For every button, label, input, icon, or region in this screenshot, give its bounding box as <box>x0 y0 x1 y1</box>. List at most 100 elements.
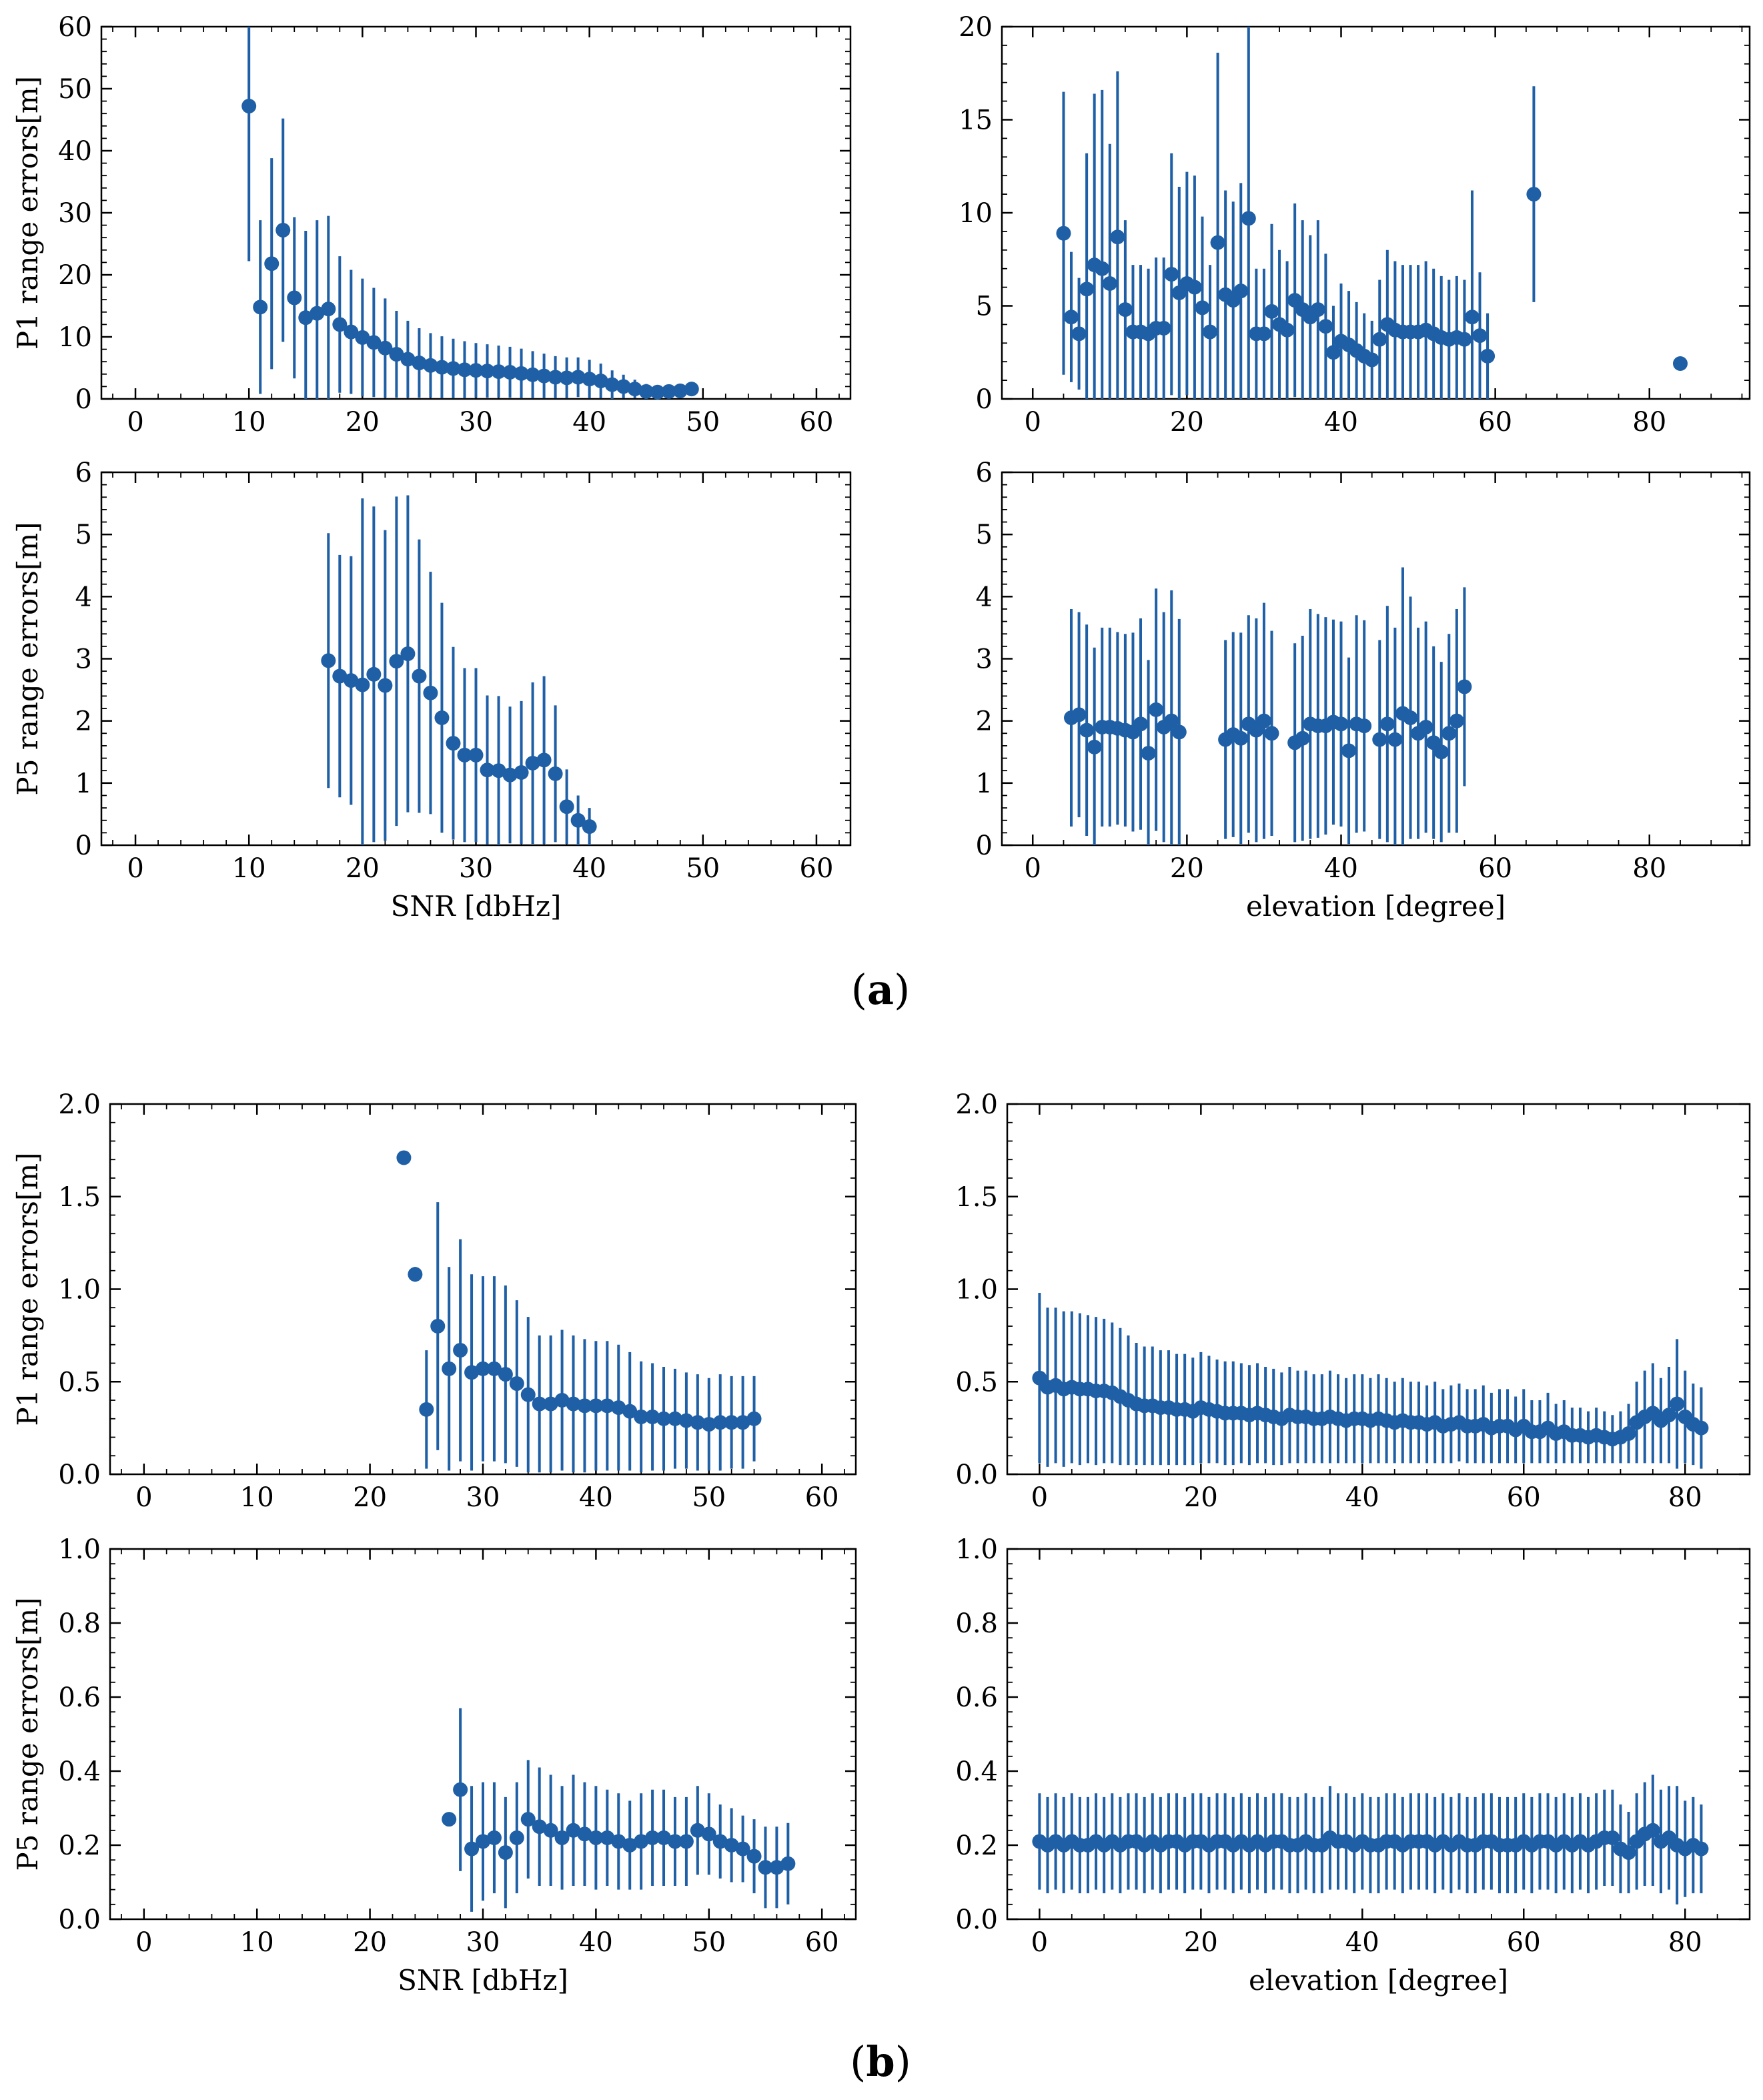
x-tick-label: 10 <box>240 1927 274 1958</box>
data-point <box>1449 713 1464 728</box>
data-point <box>1418 719 1433 734</box>
y-tick-label: 0.6 <box>58 1682 101 1713</box>
data-point <box>554 1830 570 1845</box>
data-point <box>502 365 518 380</box>
data-point <box>480 762 495 778</box>
data-point <box>332 317 348 332</box>
plot-frame <box>1006 1548 1751 1921</box>
data-point <box>1256 326 1271 342</box>
data-point <box>1264 726 1279 741</box>
data-point <box>1210 235 1225 250</box>
x-tick-label: 0 <box>1031 1482 1048 1513</box>
y-tick-label: 1.0 <box>58 1534 101 1565</box>
data-point <box>412 356 427 371</box>
data-point <box>434 360 450 375</box>
data-point <box>514 764 529 780</box>
data-point <box>712 1415 728 1430</box>
data-point <box>656 1830 672 1845</box>
x-tick-label: 80 <box>1668 1927 1702 1958</box>
y-tick-label: 2 <box>75 706 92 737</box>
x-tick-label: 50 <box>686 407 720 438</box>
data-point <box>634 1834 649 1849</box>
data-point <box>678 1834 694 1849</box>
data-point <box>622 1838 638 1853</box>
y-tick-label: 3 <box>75 644 92 675</box>
data-point <box>434 710 450 726</box>
data-point <box>532 1819 547 1834</box>
y-axis-label: P1 range errors[m] <box>11 76 44 350</box>
data-point <box>464 1841 480 1857</box>
data-point <box>1441 726 1457 741</box>
data-point <box>1672 356 1688 371</box>
data-point <box>408 1267 423 1282</box>
x-tick-label: 80 <box>1668 1482 1702 1513</box>
chart-b-p1-vs-snr: 0 10 20 30 40 50 60 0.0 0.5 1.0 1.5 2.0 P1 range err… <box>11 1089 857 1513</box>
data-point <box>498 1367 513 1382</box>
x-tick-label: 30 <box>459 853 493 884</box>
data-point <box>724 1415 739 1430</box>
data-point <box>366 335 382 350</box>
y-tick-label: 1.0 <box>955 1534 998 1565</box>
data-point <box>1694 1420 1709 1436</box>
data-point <box>453 1343 468 1358</box>
y-tick-label: 0.0 <box>955 1460 998 1490</box>
data-point <box>400 646 416 662</box>
data-point <box>536 368 552 384</box>
data-point <box>1233 284 1249 299</box>
data-point <box>1087 739 1102 754</box>
data-point <box>577 1398 592 1414</box>
x-tick-label: 10 <box>232 407 266 438</box>
data-point <box>412 668 427 684</box>
data-point <box>442 1812 457 1827</box>
x-tick-label: 0 <box>127 407 143 438</box>
data-point <box>701 1826 716 1842</box>
data-point <box>378 340 393 356</box>
chart-b-p5-vs-snr: 0 10 20 30 40 50 60 0.0 0.2 0.4 0.6 0.8 1.0 SNR [dbHz… <box>11 1534 857 1997</box>
data-point <box>464 1365 480 1380</box>
chart-a-p5-vs-elevation: 0 20 40 60 80 0 1 2 3 4 5 6 elevation [degree] <box>976 458 1751 923</box>
data-point <box>1605 1830 1620 1845</box>
data-point <box>1472 328 1488 344</box>
data-point <box>1670 1396 1685 1412</box>
data-point <box>1195 300 1210 316</box>
data-point <box>554 1393 570 1408</box>
data-point <box>468 363 484 378</box>
y-tick-label: 0.2 <box>955 1830 998 1861</box>
data-point <box>1079 722 1095 738</box>
data-point <box>509 1376 524 1392</box>
y-tick-label: 0.5 <box>58 1367 101 1398</box>
x-tick-label: 40 <box>579 1927 613 1958</box>
data-point <box>491 763 506 778</box>
y-tick-label: 0 <box>976 831 993 861</box>
data-point <box>1110 229 1125 245</box>
data-point <box>514 366 529 381</box>
x-tick-label: 60 <box>800 407 834 438</box>
y-tick-label: 40 <box>58 136 92 167</box>
x-tick-label: 10 <box>232 853 266 884</box>
data-point <box>690 1822 705 1838</box>
x-tick-label: 40 <box>1324 407 1358 438</box>
data-point <box>593 374 608 389</box>
data-point <box>1403 710 1418 726</box>
data-point <box>400 352 416 367</box>
data-point <box>498 1845 513 1861</box>
data-point <box>1233 730 1249 746</box>
x-tick-label: 20 <box>1184 1927 1218 1958</box>
x-tick-label: 50 <box>692 1482 726 1513</box>
x-tick-label: 0 <box>135 1482 152 1513</box>
data-point <box>769 1860 784 1875</box>
x-tick-label: 20 <box>346 407 380 438</box>
data-point <box>1457 332 1472 347</box>
data-point <box>627 382 642 397</box>
data-point <box>536 752 552 768</box>
x-tick-label: 20 <box>1170 407 1204 438</box>
data-point <box>1457 679 1472 694</box>
data-point <box>396 1150 412 1165</box>
y-tick-label: 0 <box>75 384 92 415</box>
data-point <box>344 673 359 688</box>
y-tick-label: 20 <box>58 260 92 291</box>
x-tick-label: 50 <box>686 853 720 884</box>
data-point <box>275 223 291 238</box>
y-tick-label: 0 <box>75 831 92 861</box>
